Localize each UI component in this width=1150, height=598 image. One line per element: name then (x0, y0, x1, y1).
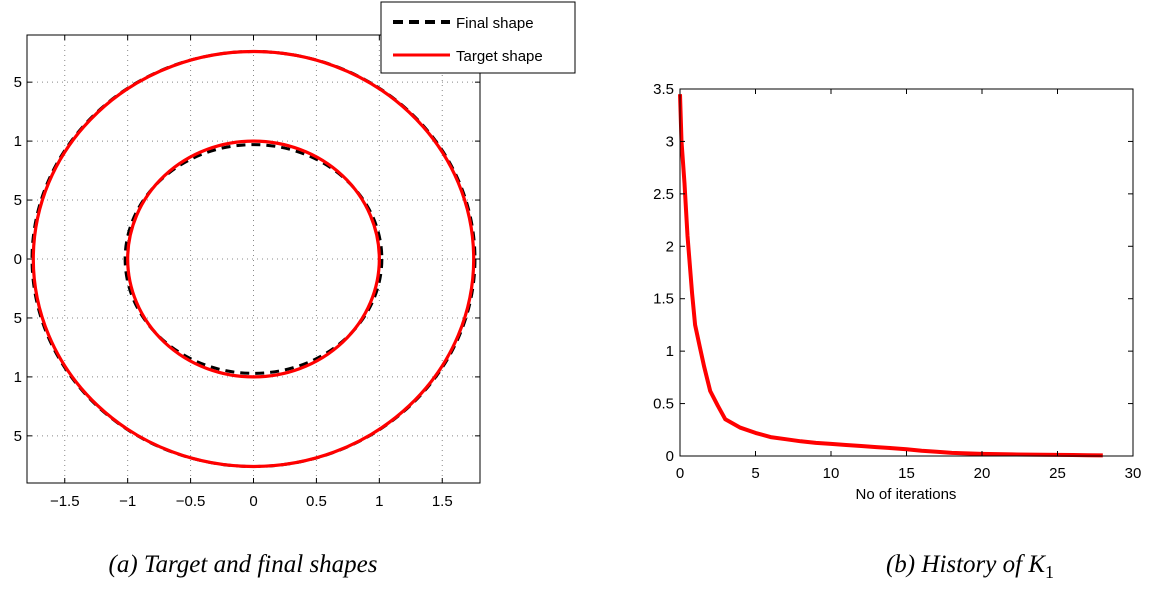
target-shape-curve (31, 49, 476, 469)
y-tick-label: 3.5 (653, 81, 674, 98)
y-tick-label: 3 (666, 133, 674, 150)
panel-b-caption: (b) History of K1 (886, 551, 1054, 582)
panel-b-x-ticks: 0 5 10 15 20 25 30 (676, 89, 1142, 482)
panel-a-caption: (a) Target and final shapes (109, 551, 378, 578)
panel-b-caption-main: (b) History of K (886, 551, 1046, 578)
legend-label-target-shape: Target shape (456, 48, 543, 65)
y-tick-label: 1 (666, 343, 674, 360)
x-tick-label: 10 (823, 465, 840, 482)
y-tick-label: 0.5 (653, 396, 674, 413)
x-tick-label: 20 (974, 465, 991, 482)
y-tick-label: 5 (14, 428, 22, 445)
y-tick-label: 5 (14, 74, 22, 91)
final-shape-curve (123, 143, 384, 375)
y-tick-label: 2 (666, 238, 674, 255)
x-tick-label: 0.5 (306, 493, 327, 510)
y-tick-label: 5 (14, 192, 22, 209)
k1-history-line (678, 94, 1103, 458)
y-tick-label: 1.5 (653, 291, 674, 308)
panel-a-legend: Final shape Target shape (380, 1, 576, 74)
y-tick-label: 2.5 (653, 186, 674, 203)
panel-b-caption-subscript: 1 (1045, 562, 1054, 582)
panel-a-grid (27, 35, 480, 483)
x-tick-label: 0 (676, 465, 684, 482)
panel-b-y-ticks: 0 0.5 1 1.5 2 2.5 3 3.5 (653, 81, 1133, 465)
x-tick-label: 1.5 (432, 493, 453, 510)
panel-a-y-ticks: 5 1 5 0 5 1 5 (14, 74, 480, 445)
x-tick-label: 25 (1049, 465, 1066, 482)
panel-a-x-ticks: −1.5 −1 −0.5 0 0.5 1 1.5 (50, 35, 453, 510)
panel-b-series (678, 94, 1103, 458)
x-tick-label: 0 (249, 493, 257, 510)
y-tick-label: 5 (14, 310, 22, 327)
panel-a-target-final-shapes: −1.5 −1 −0.5 0 0.5 1 1.5 5 1 5 0 5 1 5 Final shape T… (14, 1, 576, 578)
panel-b-axes-box (679, 88, 1134, 457)
legend-label-final-shape: Final shape (456, 15, 534, 32)
y-tick-label: 0 (666, 448, 674, 465)
panel-a-series (30, 49, 477, 469)
x-tick-label: 5 (751, 465, 759, 482)
y-tick-label: 1 (14, 133, 22, 150)
x-tick-label: −1 (119, 493, 136, 510)
panel-b-x-axis-label: No of iterations (856, 486, 957, 503)
x-tick-label: 15 (898, 465, 915, 482)
x-tick-label: 30 (1125, 465, 1142, 482)
x-tick-label: −1.5 (50, 493, 80, 510)
legend-box (380, 1, 576, 74)
target-shape-curve (126, 139, 381, 379)
x-tick-label: −0.5 (176, 493, 206, 510)
panel-b-history-k1: 0 5 10 15 20 25 30 0 0.5 1 1.5 2 2.5 3 3.5 No of iter… (653, 81, 1141, 582)
y-tick-label: 0 (14, 251, 22, 268)
x-tick-label: 1 (375, 493, 383, 510)
y-tick-label: 1 (14, 369, 22, 386)
